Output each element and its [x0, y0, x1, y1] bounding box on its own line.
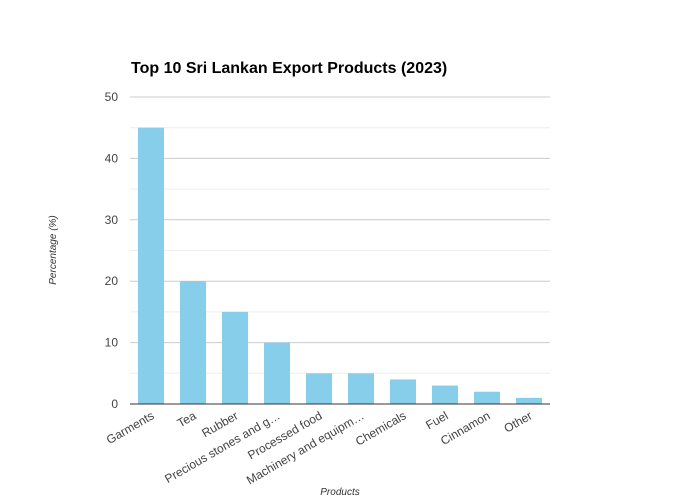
y-tick-label: 10 [105, 336, 119, 350]
bar [179, 281, 207, 404]
y-tick-labels: 0 10 20 30 40 50 [105, 90, 119, 411]
bar [389, 379, 417, 404]
y-tick-label: 40 [105, 151, 119, 165]
y-axis-title: Percentage (%) [48, 215, 59, 284]
bar [263, 342, 291, 404]
y-tick-label: 50 [105, 90, 119, 104]
bar [305, 373, 333, 404]
bar [347, 373, 375, 404]
x-tick-label: Other [502, 408, 535, 435]
x-tick-label: Fuel [423, 408, 450, 432]
y-tick-label: 30 [105, 213, 119, 227]
bar [473, 391, 501, 404]
x-tick-label: Tea [175, 408, 199, 430]
x-axis-title: Products [320, 487, 359, 498]
y-tick-label: 0 [111, 397, 118, 411]
bar [221, 311, 249, 404]
bar [137, 127, 165, 404]
bars [137, 127, 543, 404]
chart-title: Top 10 Sri Lankan Export Products (2023) [131, 60, 447, 77]
bar [431, 385, 459, 404]
bar [515, 397, 543, 404]
y-tick-label: 20 [105, 274, 119, 288]
x-tick-label: Garments [104, 408, 157, 446]
